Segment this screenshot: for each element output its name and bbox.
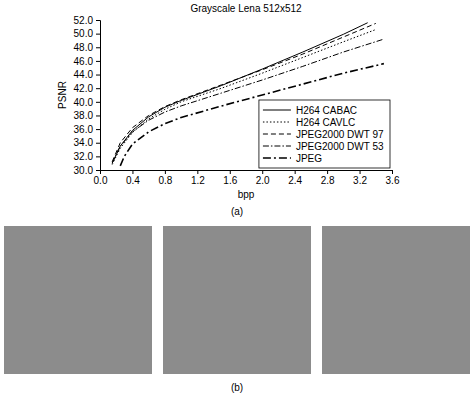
tick-label: 2.0 [256, 175, 270, 186]
tick-mark [96, 88, 100, 89]
tick-mark [96, 156, 100, 157]
legend-swatch [263, 157, 291, 159]
photo-placeholder [322, 226, 470, 374]
series-line [120, 64, 384, 166]
tick-mark [96, 61, 100, 62]
tick: 34.0 [74, 137, 100, 148]
figure: 0.0 0.4 0.8 1.2 1.6 2.0 2.4 2.8 3.2 3.6 30.0 32.0 34… [0, 0, 474, 402]
tick-mark [96, 129, 100, 130]
y-axis-title: PSNR [57, 81, 68, 109]
tick: 40.0 [74, 97, 100, 108]
tick-label: 34.0 [74, 137, 94, 148]
plot: 0.0 0.4 0.8 1.2 1.6 2.0 2.4 2.8 3.2 3.6 30.0 32.0 34… [74, 15, 400, 186]
tick-label: 0.0 [94, 175, 108, 186]
tick-label: 44.0 [74, 69, 94, 80]
tick: 3.6 [386, 170, 400, 186]
tick-label: 40.0 [74, 97, 94, 108]
tick-label: 0.8 [158, 175, 172, 186]
tick-label: 1.2 [191, 175, 205, 186]
tick: 2.8 [321, 170, 335, 186]
tick-mark [230, 170, 231, 174]
tick-mark [165, 170, 166, 174]
tick-label: 30.0 [74, 165, 94, 176]
tick: 2.4 [288, 170, 302, 186]
legend-box [259, 100, 390, 168]
tick: 1.6 [223, 170, 237, 186]
panel-caption: (a) [231, 206, 243, 217]
tick-mark [96, 102, 100, 103]
tick-label: 52.0 [74, 15, 94, 26]
tick: 32.0 [74, 151, 100, 162]
legend-swatch [263, 110, 291, 111]
axis-line [96, 21, 101, 171]
x-axis-title: bpp [238, 189, 255, 200]
tick-mark [327, 170, 328, 174]
legend-swatch [263, 122, 291, 123]
legend-label: JPEG2000 DWT 97 [296, 129, 384, 140]
legend-label: H264 CABAC [296, 105, 357, 116]
photo-placeholder [4, 226, 152, 374]
tick-label: 3.2 [353, 175, 367, 186]
panel-caption: (b) [231, 382, 243, 393]
x-axis: 0.0 0.4 0.8 1.2 1.6 2.0 2.4 2.8 3.2 3.6 [94, 170, 400, 186]
y-axis: 30.0 32.0 34.0 36.0 38.0 40.0 42.0 44.0 46.0 48.0… [74, 15, 101, 176]
legend-label: JPEG [296, 153, 322, 164]
tick-mark [96, 20, 100, 21]
tick-label: 38.0 [74, 110, 94, 121]
tick: 2.0 [256, 170, 270, 186]
tick-label: 46.0 [74, 56, 94, 67]
tick: 42.0 [74, 83, 100, 94]
tick-label: 50.0 [74, 28, 94, 39]
tick-mark [262, 170, 263, 174]
legend-label: H264 CAVLC [296, 117, 355, 128]
tick-label: 42.0 [74, 83, 94, 94]
tick-label: 1.6 [223, 175, 237, 186]
tick: 36.0 [74, 124, 100, 135]
photo-placeholder [163, 226, 311, 374]
tick: 46.0 [74, 56, 100, 67]
tick-label: 2.4 [288, 175, 302, 186]
tick: 0.8 [158, 170, 172, 186]
tick-label: 0.4 [126, 175, 140, 186]
tick-mark [96, 47, 100, 48]
axis-line [101, 171, 393, 175]
tick-mark [360, 170, 361, 174]
tick: 50.0 [74, 28, 100, 39]
tick-mark [96, 75, 100, 76]
tick: 48.0 [74, 42, 100, 53]
tick-mark [96, 143, 100, 144]
legend-swatch [263, 146, 291, 147]
tick-label: 32.0 [74, 151, 94, 162]
tick-mark [132, 170, 133, 174]
tick: 30.0 [74, 165, 100, 176]
tick-mark [96, 115, 100, 116]
tick: 38.0 [74, 110, 100, 121]
tick-label: 2.8 [321, 175, 335, 186]
tick-mark [295, 170, 296, 174]
legend-swatch [263, 134, 291, 135]
tick: 0.4 [126, 170, 140, 186]
tick-mark [96, 34, 100, 35]
tick-label: 36.0 [74, 124, 94, 135]
tick-mark [197, 170, 198, 174]
legend-label: JPEG2000 DWT 53 [296, 141, 384, 152]
tick-mark [96, 170, 100, 171]
tick: 52.0 [74, 15, 100, 26]
tick-label: 48.0 [74, 42, 94, 53]
tick-mark [392, 170, 393, 174]
tick-label: 3.6 [386, 175, 400, 186]
tick: 3.2 [353, 170, 367, 186]
lines [112, 23, 384, 166]
tick: 44.0 [74, 69, 100, 80]
tick: 1.2 [191, 170, 205, 186]
tick: 0.0 [94, 170, 108, 186]
chart-title: Grayscale Lena 512x512 [190, 3, 302, 14]
legend: H264 CABACH264 CAVLCJPEG2000 DWT 97JPEG2… [259, 100, 390, 168]
